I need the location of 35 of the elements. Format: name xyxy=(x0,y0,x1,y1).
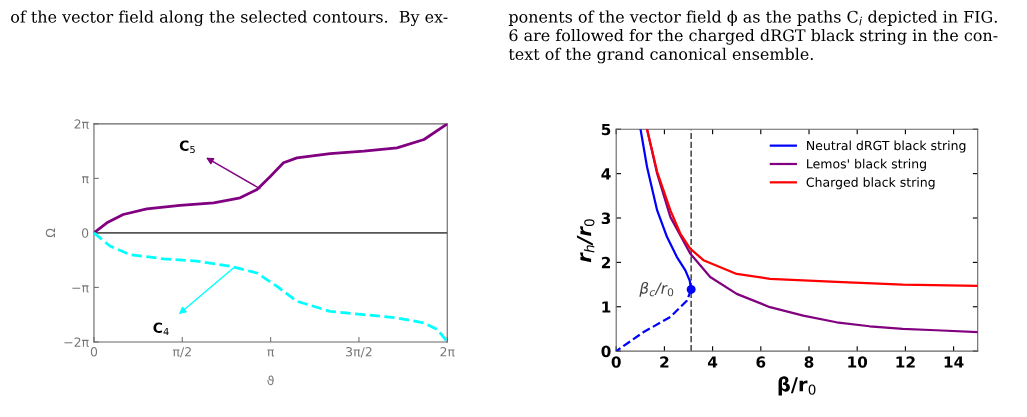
annotation: C$_{4}$ xyxy=(153,322,169,336)
x-tick-label: 6 xyxy=(756,356,766,368)
text: ponents of the vector field ϕ as the paths C$_{i}$ depicted in FIG. 6 are followed for the charged dRGT black string in the con- text of the grand canonical ensemble. xyxy=(508,10,998,64)
x-tick-label: 10 xyxy=(848,356,868,368)
legend-label: Lemos' black string xyxy=(807,158,926,171)
y-tick-label: 2 xyxy=(601,256,611,269)
y-tick-label: −π xyxy=(72,285,89,293)
y-tick-label: 2π xyxy=(74,119,89,129)
x-tick-label: 12 xyxy=(896,356,915,368)
x-tick-label: 2 xyxy=(660,356,669,368)
y-tick-label: 0 xyxy=(81,228,89,238)
y-tick-label: 5 xyxy=(601,123,611,136)
x-tick-label: π xyxy=(267,349,275,357)
x-axis-title: ϑ xyxy=(267,375,274,386)
x-tick-label: 4 xyxy=(707,356,718,368)
x-tick-label: 8 xyxy=(804,356,814,368)
x-tick-label: 14 xyxy=(944,356,964,368)
y-tick-label: 3 xyxy=(601,212,611,225)
y-tick-label: π xyxy=(82,176,89,184)
y-tick-label: 4 xyxy=(601,168,611,180)
y-axis-title: Ω xyxy=(45,228,55,238)
x-tick-label: 3π/2 xyxy=(346,347,372,358)
x-tick-label: π/2 xyxy=(172,347,191,358)
x-tick-label: 0 xyxy=(611,356,621,368)
y-tick-label: 1 xyxy=(602,301,611,313)
y-tick-label: −2π xyxy=(64,337,89,347)
x-axis-title: β/r$_{0}$ xyxy=(778,376,816,396)
y-axis-title: r$_{h}$/r$_{0}$ xyxy=(576,219,595,263)
annotation: β$_{c}$/r$_{0}$ xyxy=(639,281,674,297)
annotation: C$_{5}$ xyxy=(179,140,195,154)
text: of the vector field along the selected contours. By ex- xyxy=(11,10,448,27)
x-tick-label: 2π xyxy=(440,347,455,357)
legend-label: Neutral dRGT black string xyxy=(807,140,966,153)
x-tick-label: 0 xyxy=(90,347,98,357)
legend-label: Charged black string xyxy=(806,177,935,190)
